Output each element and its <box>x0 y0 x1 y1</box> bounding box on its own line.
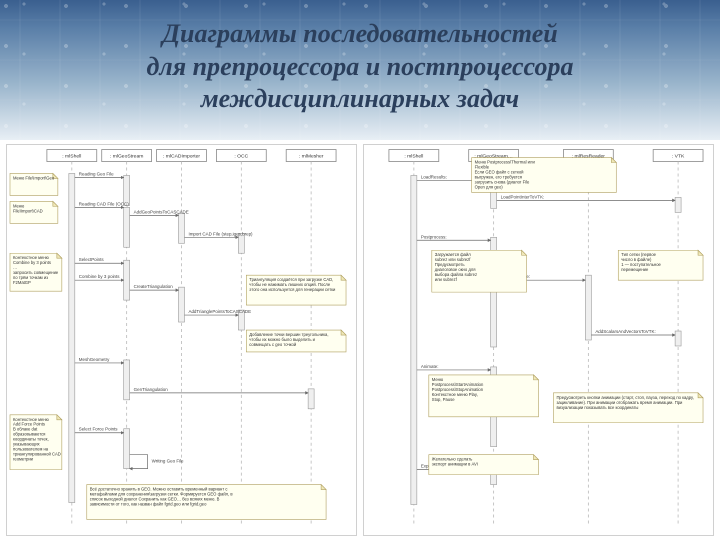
lifeline-label: : mlShell <box>404 154 423 160</box>
self-message <box>130 455 148 469</box>
message-label: Animate: <box>421 364 439 369</box>
message-label: AddScalarsAndVectorsToVTK: <box>595 329 655 334</box>
activation-bar <box>124 429 130 469</box>
message-label: AddTrianglePointsToCASCADE <box>188 309 251 314</box>
message-label: Reading CAD File (OCC) <box>79 201 129 206</box>
uml-note: Меню Postprocess\Thermal илиFlexibleЕсли… <box>472 158 617 193</box>
message-label: Postprocess: <box>421 234 447 239</box>
uml-note: Тип сетки (первоечисло в файле)1 — посту… <box>618 250 703 280</box>
uml-note: Добавление точки вершин треугольника,что… <box>246 330 346 352</box>
note-text: экспорт анимации в AVI <box>432 462 478 467</box>
note-text: визуализации показывать все координаты <box>556 405 638 410</box>
message-label: Writing Geo File <box>152 459 184 464</box>
title-line: междисциплинарных задач <box>30 83 690 116</box>
note-text: этого она используется для генерации сет… <box>249 287 336 292</box>
uml-note: Всё достаточно хранить в GEO. Можно оста… <box>87 485 326 520</box>
uml-note: Меню File\Import\Geo <box>10 173 58 195</box>
activation-bar <box>308 389 314 409</box>
note-text: геометрии <box>13 457 34 462</box>
activation-bar <box>411 175 417 504</box>
note-text: Stop, Pause <box>432 397 455 402</box>
lifeline-label: : mlCADImporter <box>163 154 200 160</box>
uml-note: Контекстное менюAdd Force PointsВ облаке… <box>10 415 62 470</box>
message-label: CreateTriangulation <box>134 284 174 289</box>
activation-bar <box>124 260 130 300</box>
note-text: Open для geo) <box>475 184 504 189</box>
note-text: Меню File\Import\Geo <box>13 175 55 180</box>
activation-bar <box>124 360 130 400</box>
lifeline-label: : mlShell <box>62 154 81 160</box>
message-label: Import CAD File (step,iges,brep) <box>188 231 253 236</box>
activation-bar <box>124 207 130 247</box>
message-label: LoadResults: <box>421 174 447 179</box>
note-text: F2MatGP <box>13 280 31 285</box>
note-text: File\Import\CAD <box>13 208 43 213</box>
activation-bar <box>69 173 75 502</box>
lifeline-label: : mlMesher <box>299 154 324 160</box>
note-text: зависимости от того, как назван файл fgr… <box>90 502 207 507</box>
message-label: SelectPoints <box>79 257 105 262</box>
lifeline-label: : VTK <box>672 154 685 160</box>
message-label: MeshGeometry <box>79 357 110 362</box>
activation-bar <box>585 275 591 340</box>
message-label: Select Force Points <box>79 427 119 432</box>
lifeline-label: : OCC <box>234 154 248 160</box>
uml-note: Триангуляция создаётся при загрузке CAD,… <box>246 275 346 305</box>
activation-bar <box>675 331 681 346</box>
uml-note: Контекстное менюCombine by 3 points…запр… <box>10 253 62 291</box>
message-label: Combine by 3 points <box>79 274 121 279</box>
slide-header: Диаграммы последовательностейдля препроц… <box>0 0 720 140</box>
note-text: Combine by 3 points <box>13 260 51 265</box>
preprocessor-sequence-diagram: : mlShell : mlGeoStream : mlCADImporter : O… <box>6 144 357 536</box>
message-label: AddGeoPointsToCASCADE <box>134 209 189 214</box>
activation-bar <box>675 197 681 212</box>
title-line: для препроцессора и постпроцессора <box>30 51 690 84</box>
uml-note: Желательно сделатьэкспорт анимации в AVI <box>429 455 539 475</box>
message-label: Reading Geo File <box>79 171 114 176</box>
uml-note: МенюFile\Import\CAD <box>10 201 58 223</box>
activation-bar <box>179 287 185 322</box>
title-line: Диаграммы последовательностей <box>30 18 690 51</box>
lifeline-label: : mlGeoStream <box>110 154 143 160</box>
uml-note: Загружается файлsubrez или subrezfПредус… <box>432 250 527 292</box>
uml-note: Предусмотреть кнопки анимации (старт, ст… <box>553 393 703 423</box>
uml-note: МенюPostprocess\StartAnimationPostproces… <box>429 375 539 417</box>
message-label: LoadPointInterToVTK: <box>501 194 545 199</box>
note-text: перемещение <box>621 267 649 272</box>
sequence-diagrams-row: : mlShell : mlGeoStream : mlCADImporter : O… <box>0 140 720 540</box>
postprocessor-sequence-diagram: : mlShell: mlGeoStream…: mlResReader: VT… <box>363 144 714 536</box>
note-text: или subrezf <box>435 277 458 282</box>
message-label: GenTriangulation <box>134 387 169 392</box>
note-text: совмещать с geo точкой <box>249 342 297 347</box>
activation-bar <box>179 213 185 243</box>
slide-title: Диаграммы последовательностейдля препроц… <box>0 0 720 116</box>
